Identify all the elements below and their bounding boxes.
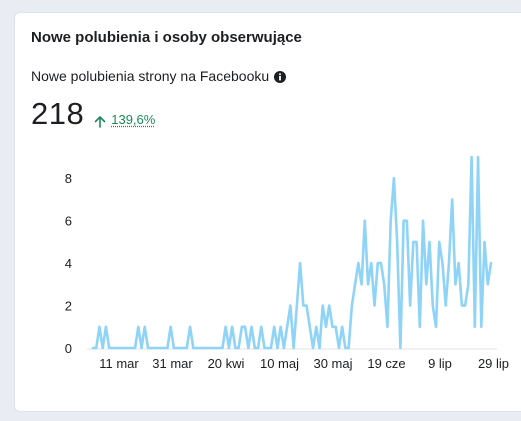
y-tick-label: 4	[65, 256, 72, 271]
likes-line-chart: 0 2 4 6 8 11 mar 31 mar 20 kwi 10 maj 30 maj 19 cz…	[65, 155, 509, 371]
total-value: 218	[31, 96, 85, 131]
metric-label: Nowe polubienia strony na Facebooku	[31, 68, 270, 84]
y-tick-label: 8	[65, 171, 72, 186]
y-tick-label: 2	[65, 299, 72, 314]
x-tick-label: 10 maj	[260, 356, 299, 371]
x-tick-label: 9 lip	[428, 356, 452, 371]
x-tick-label: 30 maj	[313, 356, 352, 371]
metric-header: Nowe polubienia strony na Facebooku	[31, 68, 287, 84]
arrow-up-icon	[94, 116, 106, 128]
change-indicator[interactable]: 139,6%	[94, 112, 156, 128]
x-tick-label: 29 lip	[478, 356, 509, 371]
x-tick-label: 19 cze	[367, 356, 405, 371]
change-percent: 139,6%	[111, 112, 156, 127]
x-tick-label: 31 mar	[152, 356, 193, 371]
metric-value-row: 218 139,6%	[31, 96, 155, 132]
series-line	[91, 155, 493, 350]
likes-followers-card: Nowe polubienia i osoby obserwujące Nowe…	[14, 12, 521, 412]
info-icon[interactable]	[274, 70, 287, 83]
x-tick-label: 20 kwi	[208, 356, 245, 371]
card-title: Nowe polubienia i osoby obserwujące	[31, 29, 302, 46]
y-tick-label: 6	[65, 214, 72, 229]
y-tick-label: 0	[65, 341, 72, 356]
x-tick-label: 11 mar	[99, 356, 139, 371]
